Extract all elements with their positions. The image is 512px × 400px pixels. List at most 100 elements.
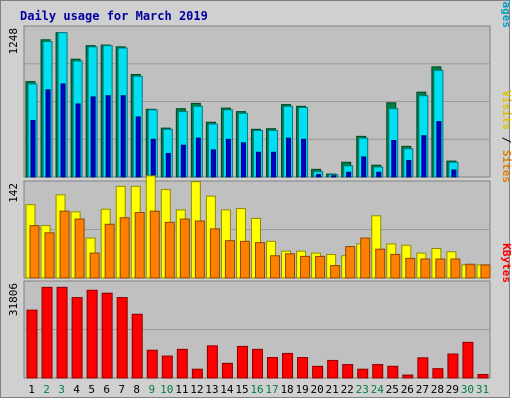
bar-sites-day-5 <box>89 252 100 279</box>
bar-pages-day-19 <box>301 138 307 178</box>
panel-max-label: 142 <box>7 183 20 203</box>
legend-item: KBytes <box>500 243 512 283</box>
bar-kbytes-day-3 <box>56 286 68 379</box>
bar-pages-day-13 <box>210 149 216 178</box>
bar-pages-day-22 <box>346 171 352 178</box>
bars <box>25 32 459 178</box>
bar-kbytes-day-17 <box>267 357 279 379</box>
bar-kbytes-day-6 <box>101 292 113 379</box>
bar-kbytes-day-9 <box>146 349 158 379</box>
bar-kbytes-day-29 <box>447 353 459 379</box>
bar-pages-day-28 <box>436 121 442 178</box>
bar-pages-day-9 <box>150 138 156 178</box>
bar-kbytes-day-5 <box>86 289 98 379</box>
bars <box>26 286 489 379</box>
bar-sites-day-2 <box>44 232 55 279</box>
bar-pages-day-8 <box>135 116 141 178</box>
bar-kbytes-day-2 <box>41 286 53 379</box>
bar-pages-day-7 <box>120 95 126 178</box>
bar-kbytes-day-22 <box>342 364 354 379</box>
bar-sites-day-28 <box>435 258 446 279</box>
bar-pages-day-15 <box>240 142 246 178</box>
bar-sites-day-7 <box>119 217 130 279</box>
day-label-11: 11 <box>175 383 188 396</box>
bar-kbytes-day-23 <box>357 368 369 379</box>
bars <box>25 175 491 279</box>
bar-sites-day-14 <box>224 240 235 279</box>
panel-legend: KBytes <box>500 243 512 283</box>
panel-bottom: 31806 KBytes <box>7 243 512 379</box>
bar-pages-day-24 <box>376 171 382 178</box>
bar-sites-day-4 <box>74 218 85 279</box>
bar-kbytes-day-25 <box>387 365 399 379</box>
day-label-1: 1 <box>28 383 35 396</box>
day-label-17: 17 <box>265 383 278 396</box>
day-label-16: 16 <box>250 383 263 396</box>
day-label-23: 23 <box>356 383 369 396</box>
bar-pages-day-1 <box>30 119 36 178</box>
chart-panels: 1248 Hits / Files / Pages 142 Visits / Site… <box>7 0 512 379</box>
bar-kbytes-day-20 <box>312 365 324 379</box>
bar-kbytes-day-15 <box>236 345 248 379</box>
day-label-13: 13 <box>205 383 218 396</box>
bar-pages-day-18 <box>286 137 292 178</box>
bar-sites-day-24 <box>375 248 386 279</box>
day-label-29: 29 <box>446 383 459 396</box>
bar-pages-day-10 <box>165 152 171 178</box>
day-label-7: 7 <box>118 383 125 396</box>
bar-kbytes-day-30 <box>462 341 474 379</box>
day-label-22: 22 <box>341 383 354 396</box>
bar-kbytes-day-1 <box>26 309 38 379</box>
bar-pages-day-16 <box>255 151 261 178</box>
bar-kbytes-day-4 <box>71 297 83 379</box>
legend-item: Sites <box>500 150 512 183</box>
day-label-15: 15 <box>235 383 248 396</box>
bar-sites-day-18 <box>285 253 296 279</box>
bar-pages-day-26 <box>406 160 412 178</box>
chart-title: Daily usage for March 2019 <box>20 9 208 23</box>
bar-pages-day-21 <box>331 175 337 178</box>
day-label-26: 26 <box>401 383 414 396</box>
bar-sites-day-1 <box>29 225 40 279</box>
day-label-5: 5 <box>88 383 95 396</box>
bar-kbytes-day-18 <box>282 352 294 379</box>
bar-pages-day-25 <box>391 139 397 178</box>
day-label-3: 3 <box>58 383 65 396</box>
day-label-31: 31 <box>476 383 489 396</box>
day-label-28: 28 <box>431 383 444 396</box>
bar-kbytes-day-12 <box>191 368 203 379</box>
bar-pages-day-23 <box>361 156 367 178</box>
panel-max-label: 1248 <box>7 28 20 55</box>
bar-sites-day-31 <box>480 264 491 279</box>
bar-pages-day-4 <box>75 103 81 178</box>
day-label-19: 19 <box>295 383 308 396</box>
bar-sites-day-25 <box>390 253 401 279</box>
bar-pages-day-3 <box>60 83 66 178</box>
day-label-6: 6 <box>103 383 110 396</box>
day-label-24: 24 <box>371 383 385 396</box>
bar-sites-day-16 <box>254 242 265 279</box>
bar-sites-day-13 <box>209 228 220 279</box>
panel-top: 1248 Hits / Files / Pages <box>7 0 512 178</box>
bar-pages-day-14 <box>225 138 231 178</box>
bar-sites-day-15 <box>239 240 250 279</box>
bar-sites-day-11 <box>179 218 190 279</box>
bar-pages-day-5 <box>90 96 96 178</box>
day-label-18: 18 <box>280 383 293 396</box>
bar-pages-day-27 <box>421 135 427 178</box>
day-label-20: 20 <box>311 383 324 396</box>
day-label-12: 12 <box>190 383 203 396</box>
legend-item: Pages <box>500 0 512 28</box>
day-label-10: 10 <box>160 383 173 396</box>
bar-kbytes-day-19 <box>297 357 309 379</box>
day-label-14: 14 <box>220 383 234 396</box>
day-label-9: 9 <box>148 383 155 396</box>
bar-kbytes-day-26 <box>402 374 414 379</box>
bar-sites-day-6 <box>104 223 115 279</box>
bar-kbytes-day-21 <box>327 359 339 379</box>
legend-separator: / <box>500 130 512 150</box>
bar-sites-day-21 <box>330 265 341 279</box>
bar-sites-day-20 <box>315 255 326 279</box>
bar-sites-day-19 <box>300 255 311 279</box>
